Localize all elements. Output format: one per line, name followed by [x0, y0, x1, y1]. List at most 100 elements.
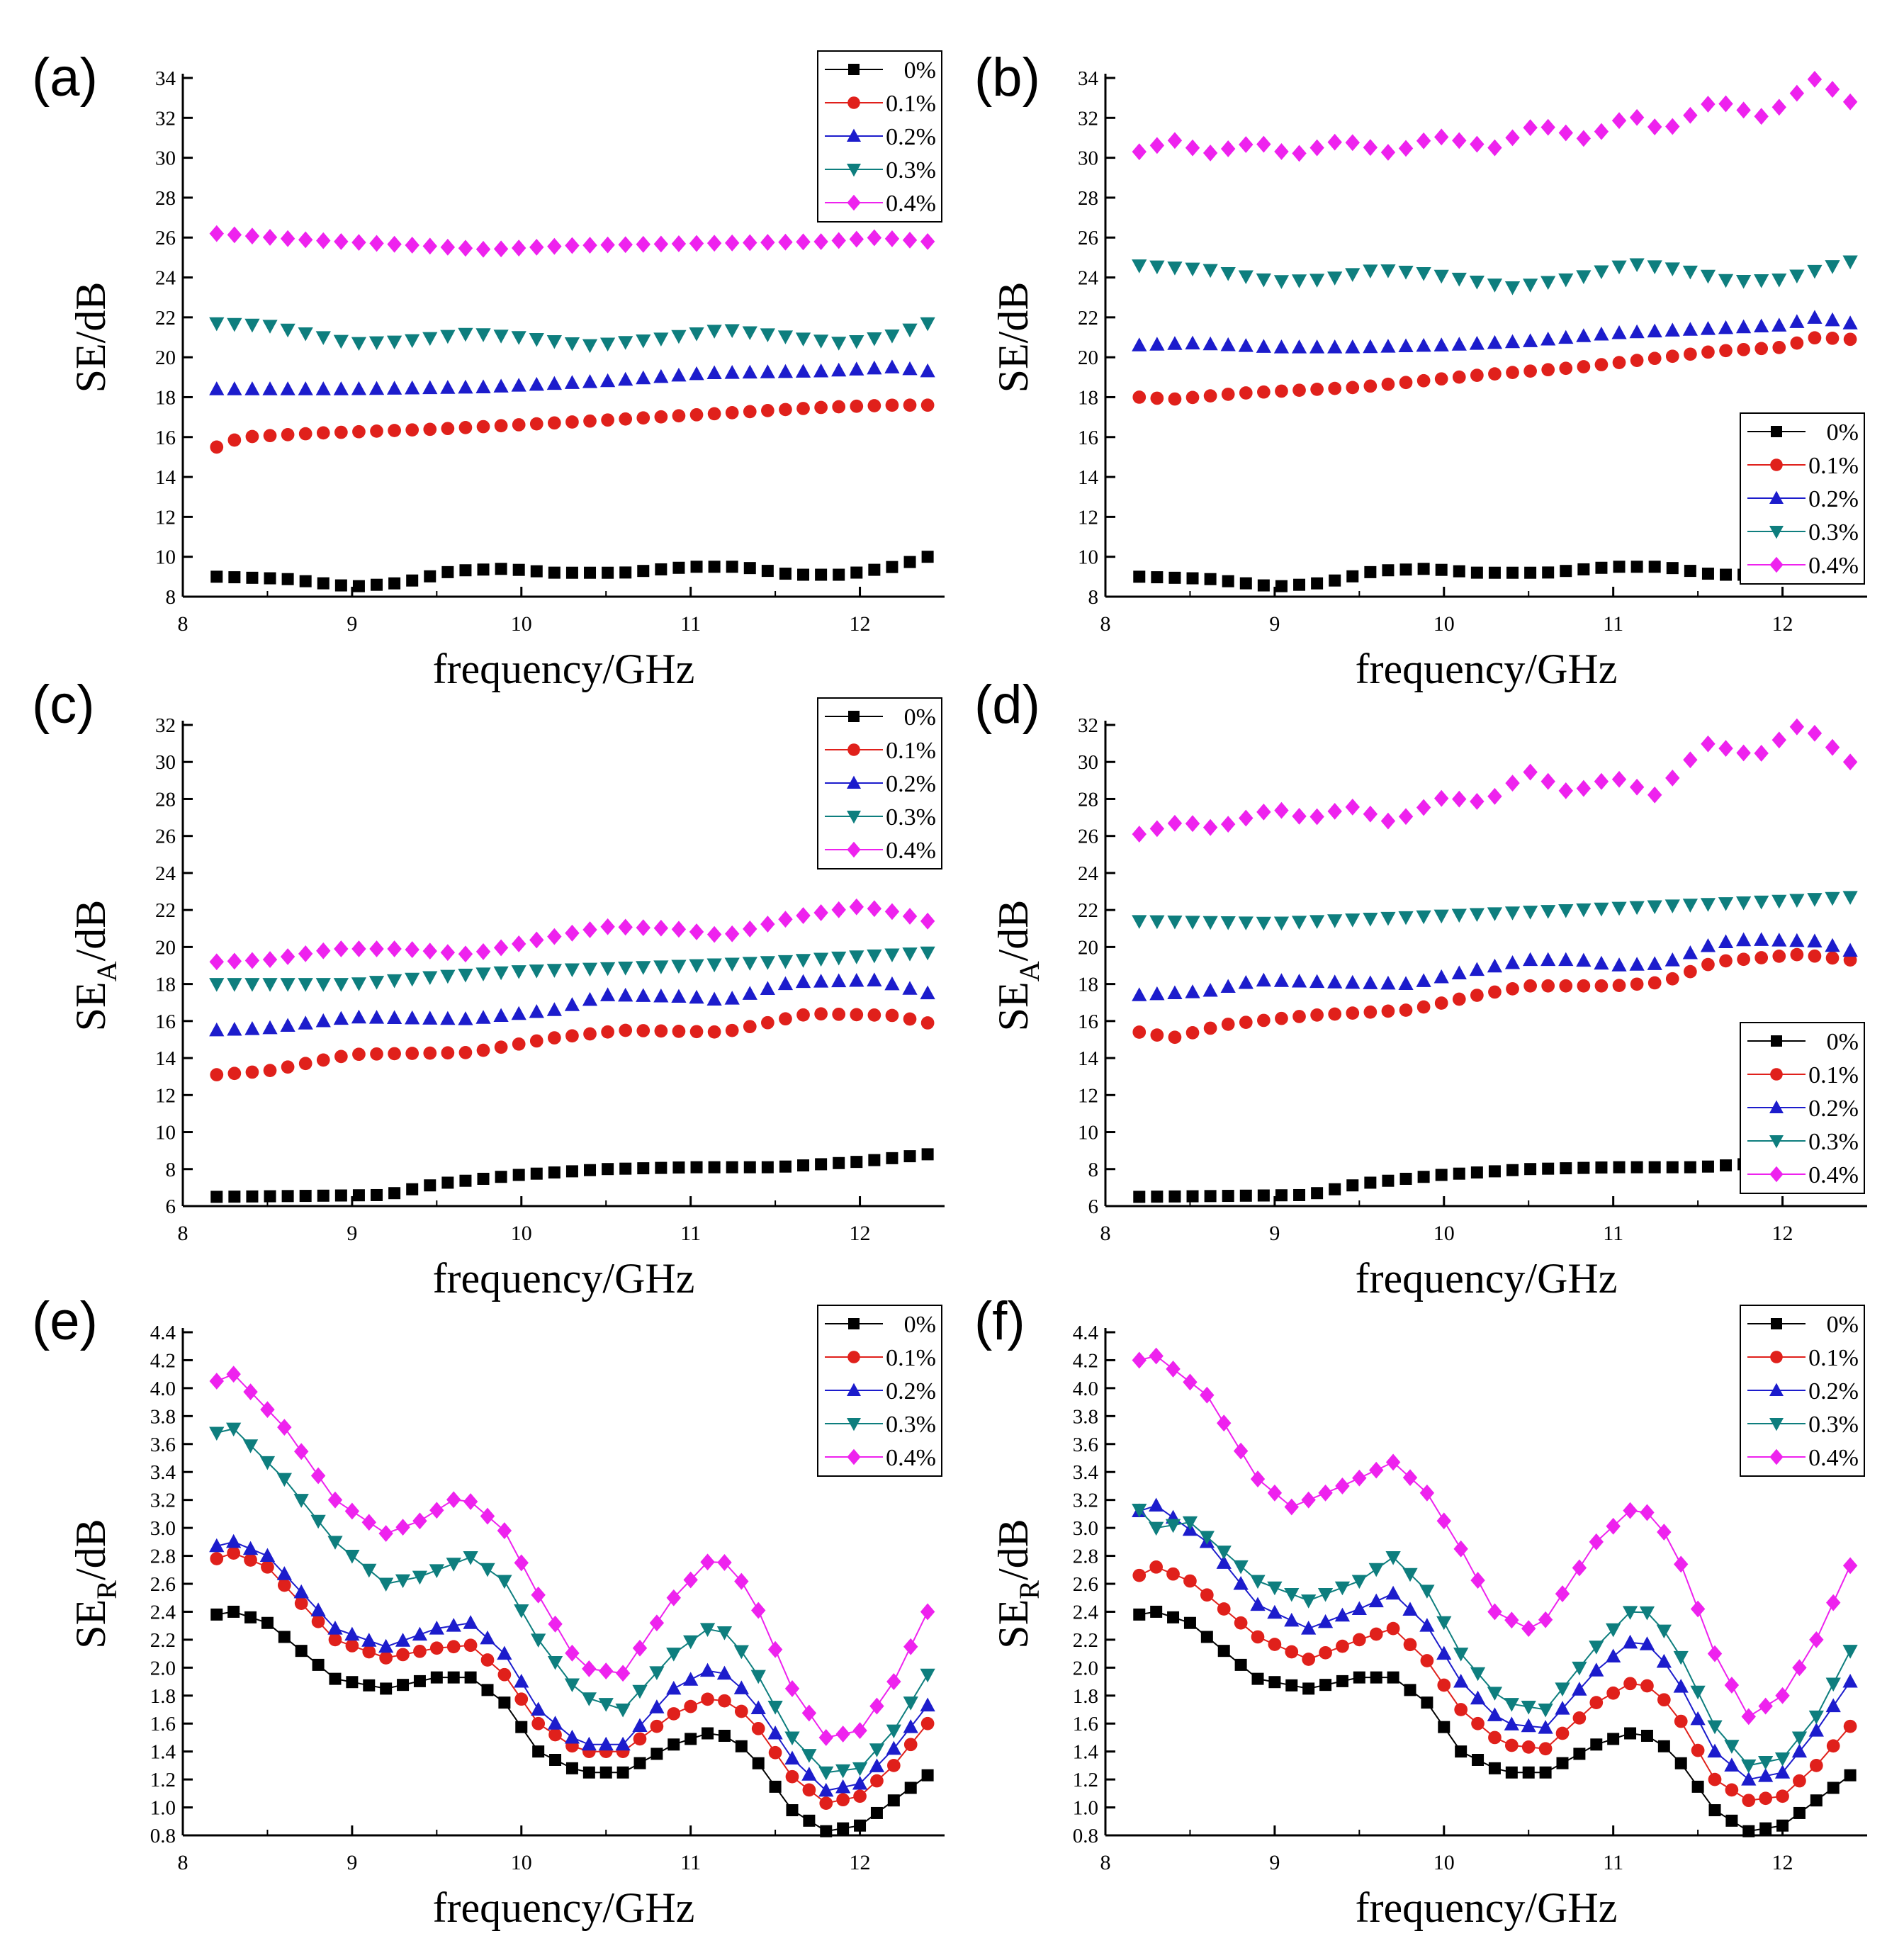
legend-label: 0% — [1827, 420, 1859, 446]
data-point — [921, 1148, 934, 1161]
data-point — [1522, 1766, 1535, 1779]
y-tick-label: 3.8 — [150, 1405, 176, 1428]
data-point — [904, 1782, 917, 1794]
data-point — [1771, 317, 1787, 332]
data-point — [1309, 339, 1325, 354]
data-point — [441, 422, 455, 436]
data-point — [1606, 1686, 1621, 1700]
data-point — [1150, 391, 1164, 405]
data-point — [760, 364, 775, 378]
data-point — [850, 566, 863, 579]
data-point — [244, 318, 260, 333]
data-point — [1595, 1161, 1608, 1174]
x-tick-label: 11 — [680, 612, 701, 636]
data-point — [333, 381, 349, 395]
data-point — [649, 1614, 665, 1632]
data-point — [667, 1707, 681, 1721]
y-tick-label: 4.4 — [150, 1322, 176, 1344]
data-point — [1825, 891, 1840, 906]
data-point — [831, 362, 847, 377]
data-point — [601, 413, 614, 427]
series-0.2% — [209, 972, 935, 1037]
data-point — [1735, 896, 1752, 911]
y-tick-label: 4.4 — [1073, 1322, 1099, 1344]
data-point — [1789, 269, 1805, 284]
data-point — [1167, 916, 1183, 930]
data-point — [1317, 1587, 1334, 1602]
data-point — [1273, 973, 1290, 987]
data-point — [666, 1589, 681, 1606]
chart-panel: (b) 8 9 10 11 12 8 10 12 14 16 18 20 22 24 26 28 30 32 34 fr… — [974, 47, 1867, 692]
data-point — [1842, 753, 1858, 771]
data-point — [733, 1680, 749, 1694]
data-point — [1540, 905, 1556, 919]
data-point — [1720, 1159, 1733, 1172]
data-point — [796, 402, 810, 415]
y-tick-label: 1.4 — [1073, 1741, 1099, 1764]
y-tick-label: 2.0 — [1073, 1657, 1098, 1679]
x-tick-label: 10 — [1433, 1851, 1455, 1874]
data-point — [637, 565, 650, 578]
data-point — [1470, 1166, 1483, 1179]
data-point — [1718, 274, 1734, 288]
data-point — [370, 424, 383, 438]
data-point — [920, 912, 935, 930]
data-point — [494, 419, 508, 433]
data-point — [768, 1745, 782, 1760]
data-point — [1648, 561, 1661, 573]
data-point — [784, 1680, 800, 1697]
data-point — [1630, 1161, 1643, 1174]
data-point — [1577, 1161, 1590, 1174]
data-point — [1504, 955, 1521, 969]
data-point — [327, 1621, 343, 1635]
data-point — [724, 365, 740, 379]
data-point — [653, 988, 669, 1003]
data-point — [1683, 751, 1698, 769]
data-point — [1771, 933, 1787, 947]
x-axis-label: frequency/GHz — [433, 646, 695, 692]
data-point — [334, 1189, 347, 1202]
data-point — [813, 904, 828, 921]
data-point — [1630, 354, 1644, 368]
data-point — [280, 381, 295, 395]
data-point — [1402, 1602, 1418, 1616]
data-point — [475, 943, 491, 960]
data-point — [636, 988, 651, 1002]
data-point — [546, 334, 562, 349]
data-point — [1789, 894, 1805, 908]
data-point — [1318, 1484, 1333, 1502]
data-point — [1363, 975, 1378, 989]
data-point — [1370, 1671, 1382, 1684]
data-point — [493, 939, 509, 957]
data-point — [548, 1031, 561, 1045]
data-point — [441, 1176, 454, 1189]
data-point — [1682, 899, 1698, 913]
x-tick-label: 8 — [178, 1851, 188, 1874]
data-point — [1523, 364, 1537, 378]
data-point — [653, 919, 669, 937]
data-point — [1558, 904, 1574, 918]
data-point — [742, 986, 757, 1000]
legend-marker — [847, 194, 861, 211]
data-point — [1825, 938, 1840, 952]
data-point — [870, 1806, 883, 1819]
data-point — [867, 229, 882, 247]
data-point — [565, 415, 579, 429]
x-tick-label: 8 — [1100, 1222, 1111, 1245]
data-point — [1758, 1697, 1773, 1715]
y-axis-label: SEA/dB — [990, 900, 1045, 1032]
data-point — [1291, 339, 1307, 354]
data-point — [818, 1729, 833, 1746]
data-point — [777, 955, 794, 969]
data-point — [1454, 1703, 1468, 1716]
data-point — [1506, 982, 1519, 996]
y-tick-label: 24 — [1078, 862, 1099, 885]
data-point — [1691, 1743, 1705, 1757]
legend-marker — [847, 1448, 861, 1465]
data-point — [1150, 1605, 1163, 1618]
data-point — [1398, 140, 1414, 157]
data-point — [1792, 1659, 1807, 1677]
data-point — [529, 333, 544, 347]
data-point — [1470, 1690, 1486, 1705]
legend-label: 0.2% — [886, 1378, 936, 1405]
